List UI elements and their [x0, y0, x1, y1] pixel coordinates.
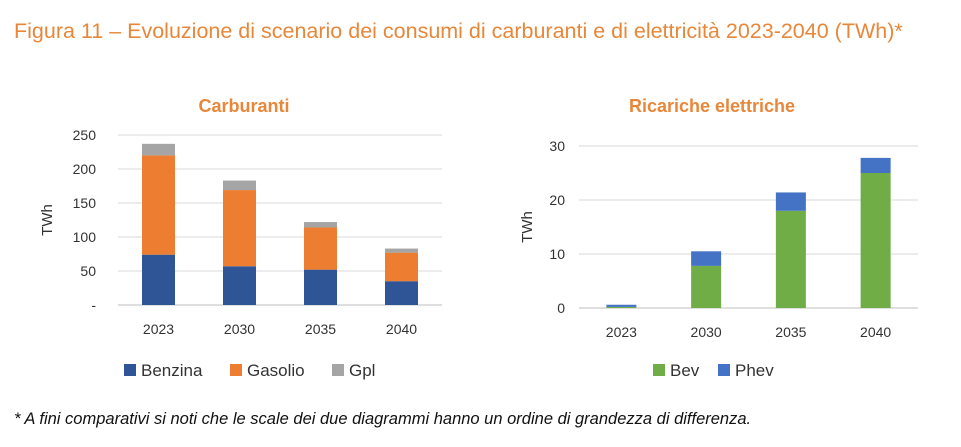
x-tick-label: 2023 [143, 321, 174, 337]
y-tick-label: 150 [73, 195, 97, 211]
bar-phev-2030 [691, 251, 722, 266]
bar-phev-2023 [606, 304, 637, 307]
bar-phev-2035 [775, 192, 806, 211]
x-tick-label: 2023 [606, 324, 637, 340]
legend-swatch-bev [653, 364, 665, 376]
y-tick-label: 50 [80, 263, 96, 279]
legend-label-benzina: Benzina [141, 361, 203, 380]
footnote: * A fini comparativi si noti che le scal… [14, 410, 752, 428]
legend-swatch-phev [718, 364, 730, 376]
bar-benzina-2030 [223, 266, 256, 305]
x-tick-label: 2040 [860, 324, 891, 340]
x-tick-label: 2040 [386, 321, 417, 337]
y-tick-label: 250 [73, 127, 97, 143]
y-tick-label: - [91, 297, 96, 313]
chart-title-carburanti: Carburanti [198, 96, 289, 116]
y-tick-label: 20 [549, 192, 565, 208]
bar-benzina-2023 [142, 254, 175, 305]
y-axis-label: TWh [39, 204, 56, 236]
legend-swatch-benzina [124, 364, 136, 376]
x-tick-label: 2030 [691, 324, 722, 340]
x-tick-label: 2035 [775, 324, 806, 340]
x-tick-label: 2030 [224, 321, 255, 337]
bar-gasolio-2030 [223, 190, 256, 267]
bar-gasolio-2040 [385, 252, 418, 282]
bar-gpl-2030 [223, 180, 256, 191]
x-tick-label: 2035 [305, 321, 336, 337]
legend-swatch-gasolio [230, 364, 242, 376]
bar-gpl-2023 [142, 143, 175, 156]
bar-bev-2035 [775, 210, 806, 308]
legend-label-gpl: Gpl [349, 361, 375, 380]
bar-gasolio-2035 [304, 227, 337, 270]
legend-label-gasolio: Gasolio [247, 361, 305, 380]
y-tick-label: 0 [557, 300, 565, 316]
legend-swatch-gpl [332, 364, 344, 376]
bar-gpl-2035 [304, 222, 337, 228]
bar-bev-2030 [691, 265, 722, 308]
legend-label-phev: Phev [735, 361, 774, 380]
y-tick-label: 200 [73, 161, 97, 177]
bar-benzina-2035 [304, 269, 337, 305]
y-tick-label: 30 [549, 138, 565, 154]
bar-benzina-2040 [385, 281, 418, 305]
figure-title: Figura 11 – Evoluzione di scenario dei c… [14, 19, 903, 43]
y-tick-label: 10 [549, 246, 565, 262]
bar-phev-2040 [860, 157, 891, 173]
y-tick-label: 100 [73, 229, 97, 245]
bar-gpl-2040 [385, 248, 418, 253]
bar-gasolio-2023 [142, 155, 175, 255]
legend-label-bev: Bev [670, 361, 700, 380]
chart-title-ricariche-elettriche: Ricariche elettriche [629, 96, 795, 116]
bar-bev-2040 [860, 173, 891, 308]
y-axis-label: TWh [519, 211, 536, 243]
bar-bev-2023 [606, 306, 637, 308]
